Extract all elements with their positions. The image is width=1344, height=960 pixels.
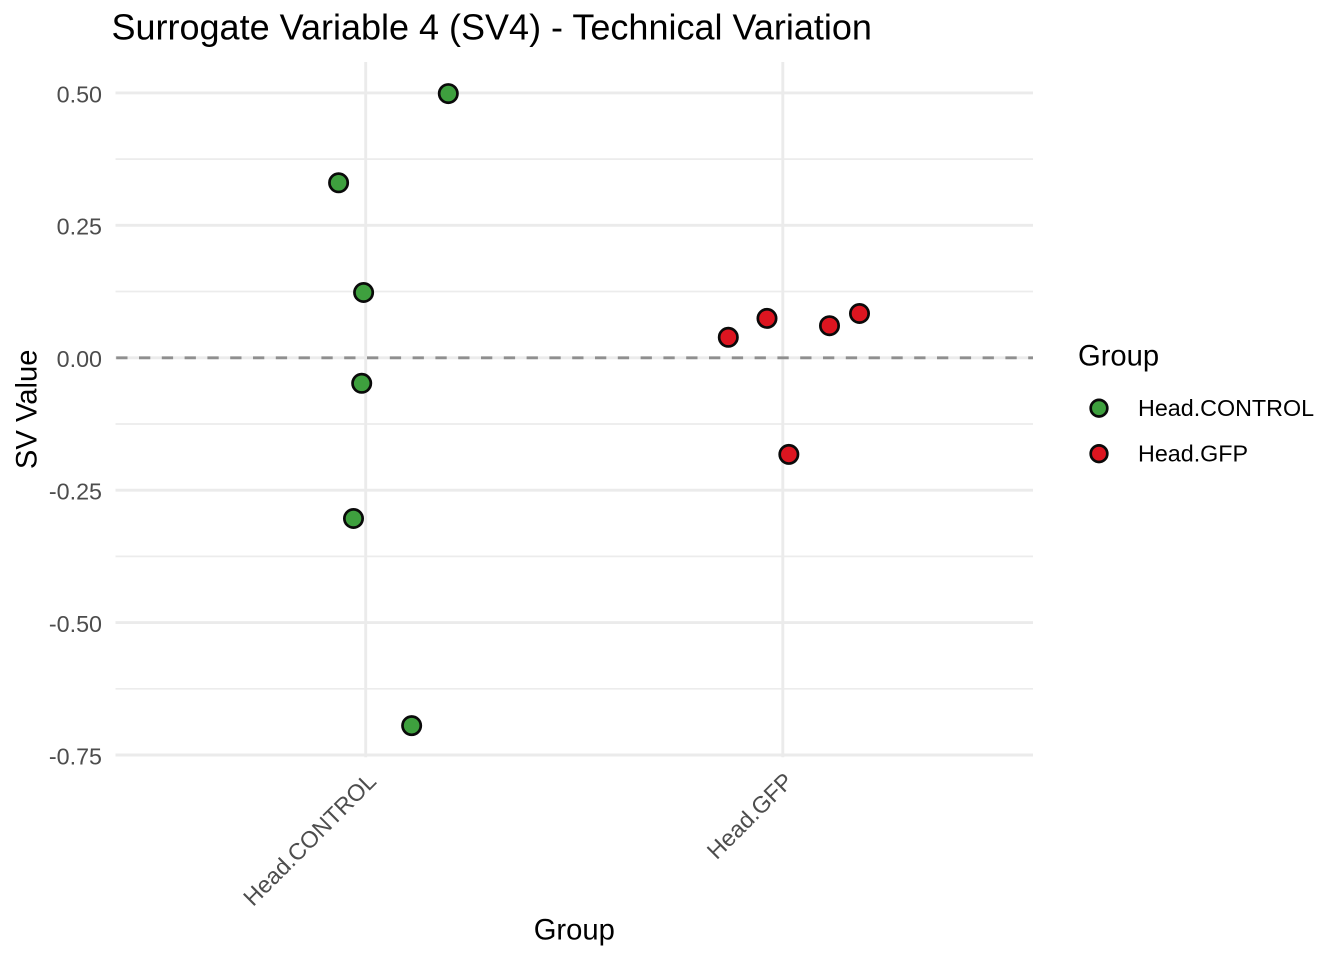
svg-text:Head.GFP: Head.GFP [1138, 441, 1248, 467]
svg-text:-0.50: -0.50 [49, 611, 102, 637]
svg-text:0.00: 0.00 [57, 346, 102, 372]
svg-text:0.25: 0.25 [57, 214, 102, 240]
svg-text:0.50: 0.50 [57, 81, 102, 107]
svg-text:Group: Group [1078, 341, 1159, 373]
svg-text:Head.CONTROL: Head.CONTROL [1138, 395, 1314, 421]
svg-text:Surrogate Variable 4 (SV4) - T: Surrogate Variable 4 (SV4) - Technical V… [112, 7, 872, 48]
svg-text:SV Value: SV Value [12, 350, 44, 470]
svg-text:-0.75: -0.75 [49, 743, 102, 769]
svg-text:-0.25: -0.25 [49, 479, 102, 505]
svg-text:Group: Group [534, 914, 615, 946]
